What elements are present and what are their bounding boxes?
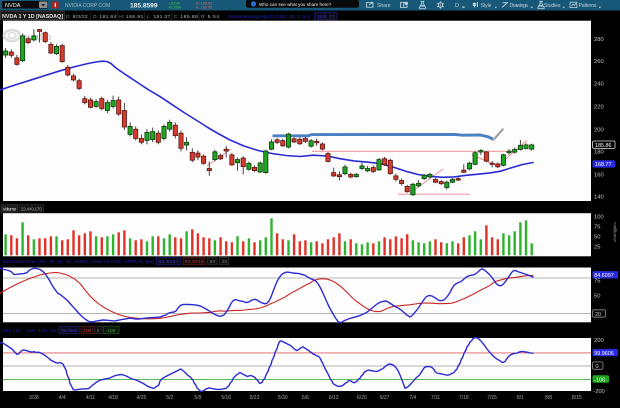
svg-text:NVIDIA CORP COM: NVIDIA CORP COM	[65, 3, 110, 9]
svg-text:280: 280	[594, 37, 604, 43]
svg-text:22,449,170: 22,449,170	[21, 207, 42, 213]
svg-text:168.77: 168.77	[317, 14, 335, 20]
svg-text:50: 50	[594, 293, 600, 299]
svg-text:185.86: 185.86	[595, 143, 612, 149]
svg-text:100: 100	[83, 328, 91, 334]
svg-text:25: 25	[594, 244, 600, 250]
svg-text:186.91: 186.91	[126, 14, 144, 20]
svg-text:3/28: 3/28	[29, 395, 39, 401]
svg-text:5/2: 5/2	[166, 395, 173, 401]
svg-text:R:: R:	[201, 14, 206, 20]
svg-text:StochasticSlow (80, 20, 10, 10: StochasticSlow (80, 20, 10, 10, HIGH, LO…	[2, 259, 154, 265]
svg-text:75: 75	[594, 225, 600, 231]
svg-text:+0.28%: +0.28%	[168, 6, 182, 10]
svg-text:Style: Style	[481, 3, 492, 9]
svg-text:84.6097: 84.6097	[159, 259, 179, 265]
svg-text:7/4: 7/4	[409, 395, 416, 401]
svg-text:6/6: 6/6	[302, 395, 309, 401]
svg-text:Volume: Volume	[3, 207, 17, 213]
svg-text:220: 220	[594, 105, 604, 111]
svg-text:4/4: 4/4	[59, 395, 66, 401]
svg-text:SimpleMovingAvg (CLOSE, 20, 0,: SimpleMovingAvg (CLOSE, 20, 0, no)	[228, 14, 310, 20]
svg-text:99.9606: 99.9606	[61, 328, 78, 334]
svg-text:99.9606: 99.9606	[594, 351, 614, 357]
svg-text:160: 160	[594, 173, 604, 179]
svg-text:7/25: 7/25	[487, 395, 497, 401]
svg-text:140: 140	[594, 195, 604, 201]
svg-text:50: 50	[594, 234, 600, 240]
svg-text:O:: O:	[93, 14, 98, 20]
svg-text:Share: Share	[377, 3, 391, 9]
svg-text:260: 260	[594, 59, 604, 65]
svg-text:C:: C:	[174, 14, 179, 20]
svg-text:+.5199: +.5199	[168, 1, 180, 5]
svg-text:185.86: 185.86	[180, 14, 198, 20]
svg-text:NVDA 1 Y 1D [NASDAQ]: NVDA 1 Y 1D [NASDAQ]	[2, 14, 63, 20]
svg-text:200: 200	[594, 338, 604, 344]
svg-text:5/23: 5/23	[250, 395, 260, 401]
svg-text:5/30: 5/30	[278, 395, 288, 401]
svg-text:A: 185.85: A: 185.85	[196, 6, 212, 10]
svg-text:H:: H:	[119, 14, 124, 20]
svg-text:84.6097: 84.6097	[594, 273, 614, 279]
svg-text:-100: -100	[594, 377, 605, 383]
svg-text:0: 0	[97, 328, 100, 334]
svg-text:4/11: 4/11	[86, 395, 96, 401]
svg-text:0: 0	[596, 364, 599, 370]
svg-text:6/13: 6/13	[329, 395, 339, 401]
svg-text:7/11: 7/11	[431, 395, 441, 401]
svg-text:8/8: 8/8	[545, 395, 552, 401]
svg-text:4/25: 4/25	[137, 395, 147, 401]
svg-text:8/15: 8/15	[572, 395, 582, 401]
svg-text:Drawings: Drawings	[510, 3, 529, 9]
svg-text:8/1: 8/1	[517, 395, 524, 401]
svg-text:6/27: 6/27	[380, 395, 390, 401]
svg-text:7/18: 7/18	[459, 395, 469, 401]
svg-text:20: 20	[222, 259, 228, 265]
svg-text:168.77: 168.77	[595, 162, 612, 168]
svg-text:D: D	[455, 3, 459, 9]
svg-text:<millions>: <millions>	[613, 222, 618, 243]
svg-text:84.5919: 84.5919	[185, 259, 204, 265]
svg-text:181.84: 181.84	[99, 14, 116, 20]
svg-text:Who can see what you share her: Who can see what you share here?	[259, 2, 332, 7]
svg-text:240: 240	[594, 82, 604, 88]
svg-text:185.8599: 185.8599	[130, 2, 158, 9]
svg-text:5/9: 5/9	[194, 395, 201, 401]
svg-text:D:: D:	[66, 14, 71, 20]
svg-text:180: 180	[594, 150, 604, 156]
svg-text:6/20: 6/20	[357, 395, 367, 401]
svg-text:20: 20	[595, 312, 601, 318]
svg-text:NVDA: NVDA	[5, 3, 21, 9]
svg-text:100: 100	[594, 214, 604, 220]
svg-text:8/3/22: 8/3/22	[73, 14, 88, 20]
svg-text:CCI (14, -100, 100, no): CCI (14, -100, 100, no)	[2, 328, 58, 334]
svg-text:181.37: 181.37	[154, 14, 171, 20]
svg-text:5/16: 5/16	[221, 395, 231, 401]
svg-text:80: 80	[210, 259, 216, 265]
svg-text:Studies: Studies	[544, 3, 561, 9]
svg-text:-100: -100	[106, 328, 116, 334]
svg-text:L:: L:	[147, 14, 151, 20]
svg-text:200: 200	[594, 128, 604, 134]
svg-text:B: 185.82: B: 185.82	[196, 1, 212, 5]
svg-text:Patterns: Patterns	[579, 3, 597, 9]
svg-text:75: 75	[594, 278, 600, 284]
svg-text:5.54: 5.54	[208, 14, 220, 20]
svg-text:4/18: 4/18	[108, 395, 118, 401]
svg-text:-200: -200	[594, 389, 605, 395]
